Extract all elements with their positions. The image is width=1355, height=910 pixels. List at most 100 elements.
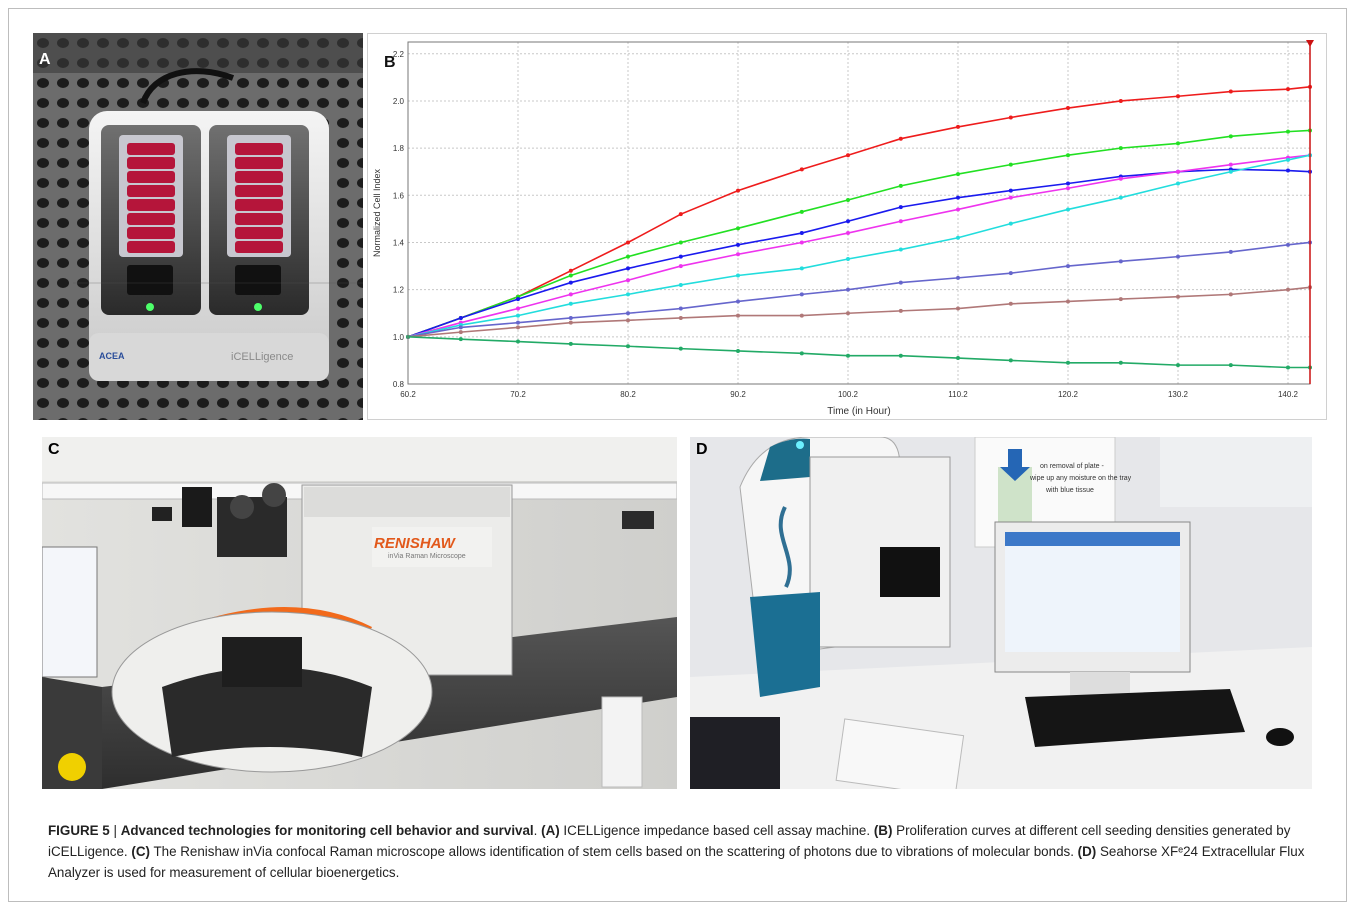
series-point <box>898 247 903 252</box>
end-marker-triangle <box>1306 40 1314 47</box>
acea-logo: ACEA <box>99 351 125 361</box>
series-point <box>846 219 850 224</box>
series-line <box>407 154 1311 338</box>
series-point <box>846 153 850 158</box>
series-point <box>568 273 573 278</box>
caption-c-label: (C) <box>131 844 150 859</box>
series-point <box>736 242 740 247</box>
series-line <box>407 154 1311 338</box>
series-point <box>1286 365 1290 370</box>
series-point <box>1228 162 1233 167</box>
series-point <box>898 353 903 358</box>
series-7 <box>406 285 1312 339</box>
series-point <box>956 207 960 212</box>
series-point <box>626 292 630 297</box>
series-point <box>1176 141 1180 146</box>
caption-a-text: ICELLigence impedance based cell assay m… <box>559 823 874 838</box>
series-point <box>1008 188 1013 193</box>
series-point <box>678 306 683 311</box>
series-point <box>898 219 903 224</box>
caption-separator: | <box>109 823 121 838</box>
caption-d-label: (D) <box>1077 844 1097 859</box>
series-point <box>568 292 573 297</box>
series-point <box>1066 264 1070 269</box>
series-point <box>1118 360 1123 365</box>
series-point <box>1176 169 1180 174</box>
x-tick-label: 110.2 <box>948 390 968 399</box>
seahorse-analyzer-illustration <box>690 437 1312 789</box>
x-tick-label: 120.2 <box>1058 390 1079 399</box>
series-point <box>1066 106 1070 111</box>
panel-c-letter: C <box>48 441 60 458</box>
series-point <box>1066 299 1070 304</box>
y-tick-label: 1.4 <box>393 238 405 247</box>
series-point <box>678 346 683 351</box>
series-point <box>516 313 520 318</box>
series-point <box>1228 169 1233 174</box>
y-tick-label: 2.2 <box>393 50 405 59</box>
series-line <box>407 168 1311 338</box>
series-point <box>516 306 520 311</box>
series-point <box>1176 94 1180 99</box>
proliferation-chart: 60.2 70.2 80.2 90.2 100.2 110.2 120.2 130.2 140.… <box>372 40 1314 417</box>
series-point <box>898 205 903 210</box>
series-point <box>1066 181 1070 186</box>
caption-b-label: (B) <box>873 823 893 838</box>
series-point <box>678 282 683 287</box>
caption-d-text: Seahorse XFᵉ24 Extracellular Flux Analyz… <box>48 844 1305 880</box>
notice-line-3: with blue tissue <box>1046 487 1094 494</box>
series-point <box>626 278 630 283</box>
panel-d-photo: D on removal of plate - wipe up any mois… <box>690 437 1312 789</box>
series-point <box>799 231 804 236</box>
series-point <box>1286 242 1290 247</box>
series-point <box>846 198 850 203</box>
series-point <box>516 320 520 325</box>
y-tick-label: 1.0 <box>393 333 405 342</box>
series-point <box>956 195 960 200</box>
x-tick-label: 80.2 <box>620 390 636 399</box>
raman-microscope-illustration <box>42 437 677 789</box>
renishaw-label: RENISHAW <box>374 535 455 552</box>
series-point <box>846 287 850 292</box>
series-point <box>568 315 573 320</box>
series-point <box>1228 249 1233 254</box>
series-point <box>1008 221 1013 226</box>
series-point <box>568 301 573 306</box>
series-point <box>799 167 804 172</box>
series-point <box>516 339 520 344</box>
series-point <box>956 356 960 361</box>
y-tick-label: 0.8 <box>393 380 405 389</box>
plot-frame <box>407 41 1311 385</box>
series-point <box>1286 129 1290 134</box>
series-point <box>1286 168 1290 173</box>
series-line <box>407 286 1311 338</box>
series-point <box>626 266 630 271</box>
series-5 <box>406 153 1312 339</box>
series-1 <box>406 84 1312 339</box>
series-point <box>736 252 740 257</box>
series-point <box>516 325 520 330</box>
y-tick-label: 2.0 <box>393 97 405 106</box>
series-point <box>846 353 850 358</box>
impedance-machine-illustration <box>33 33 363 420</box>
series-point <box>1008 358 1013 363</box>
series-line <box>407 129 1311 338</box>
series-point <box>1008 195 1013 200</box>
series-point <box>678 315 683 320</box>
series-point <box>799 266 804 271</box>
series-point <box>626 240 630 245</box>
y-tick-label: 1.6 <box>393 191 405 200</box>
series-point <box>799 240 804 245</box>
microscope-sublabel: inVia Raman Microscope <box>388 553 466 560</box>
series-point <box>1286 87 1290 92</box>
chart-grid <box>407 42 1310 385</box>
series-point <box>1176 294 1180 299</box>
series-point <box>626 344 630 349</box>
caption-title-end: . <box>533 823 542 838</box>
series-point <box>1286 157 1290 162</box>
series-8 <box>406 334 1312 370</box>
series-line <box>407 86 1311 338</box>
series-point <box>736 273 740 278</box>
panel-b-chart: 60.2 70.2 80.2 90.2 100.2 110.2 120.2 130.2 140.… <box>367 33 1327 420</box>
series-point <box>1118 297 1123 302</box>
